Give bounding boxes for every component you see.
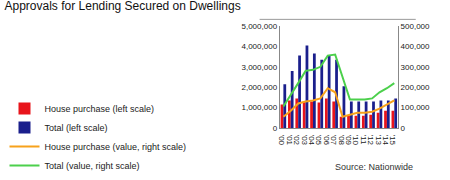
svg-text:4,000,000: 4,000,000 bbox=[241, 42, 277, 51]
svg-text:0: 0 bbox=[273, 124, 278, 133]
svg-text:5,000,000: 5,000,000 bbox=[241, 22, 277, 31]
svg-text:Approvals for Lending Secured: Approvals for Lending Secured on Dwellin… bbox=[5, 0, 241, 13]
svg-text:House purchase (left scale): House purchase (left scale) bbox=[45, 104, 155, 114]
svg-text:Total (value, right scale): Total (value, right scale) bbox=[45, 161, 140, 171]
svg-text:500,000: 500,000 bbox=[401, 22, 430, 31]
svg-text:House purchase (value, right s: House purchase (value, right scale) bbox=[45, 142, 187, 152]
svg-text:'08: '08 bbox=[337, 135, 346, 146]
svg-text:'09: '09 bbox=[344, 135, 353, 146]
svg-text:'04: '04 bbox=[307, 135, 316, 146]
svg-text:'14: '14 bbox=[381, 135, 390, 146]
svg-text:'11: '11 bbox=[359, 135, 368, 145]
svg-text:'15: '15 bbox=[388, 135, 397, 146]
svg-text:'13: '13 bbox=[374, 135, 383, 146]
svg-text:300,000: 300,000 bbox=[401, 63, 430, 72]
svg-text:0: 0 bbox=[401, 124, 406, 133]
svg-text:'03: '03 bbox=[300, 135, 309, 146]
svg-text:'00: '00 bbox=[277, 135, 286, 146]
svg-text:'01: '01 bbox=[285, 135, 294, 146]
svg-text:2,000,000: 2,000,000 bbox=[241, 83, 277, 92]
svg-text:400,000: 400,000 bbox=[401, 42, 430, 51]
svg-text:'05: '05 bbox=[314, 135, 323, 146]
svg-text:'07: '07 bbox=[329, 135, 338, 146]
svg-text:Source: Nationwide: Source: Nationwide bbox=[335, 162, 413, 172]
svg-text:'12: '12 bbox=[366, 135, 375, 146]
svg-text:3,000,000: 3,000,000 bbox=[241, 63, 277, 72]
svg-text:1,000,000: 1,000,000 bbox=[241, 103, 277, 112]
svg-text:'02: '02 bbox=[292, 135, 301, 146]
svg-text:'06: '06 bbox=[322, 135, 331, 146]
svg-text:'10: '10 bbox=[351, 135, 360, 146]
svg-text:100,000: 100,000 bbox=[401, 103, 430, 112]
svg-text:200,000: 200,000 bbox=[401, 83, 430, 92]
svg-text:Total (left scale): Total (left scale) bbox=[45, 123, 108, 133]
